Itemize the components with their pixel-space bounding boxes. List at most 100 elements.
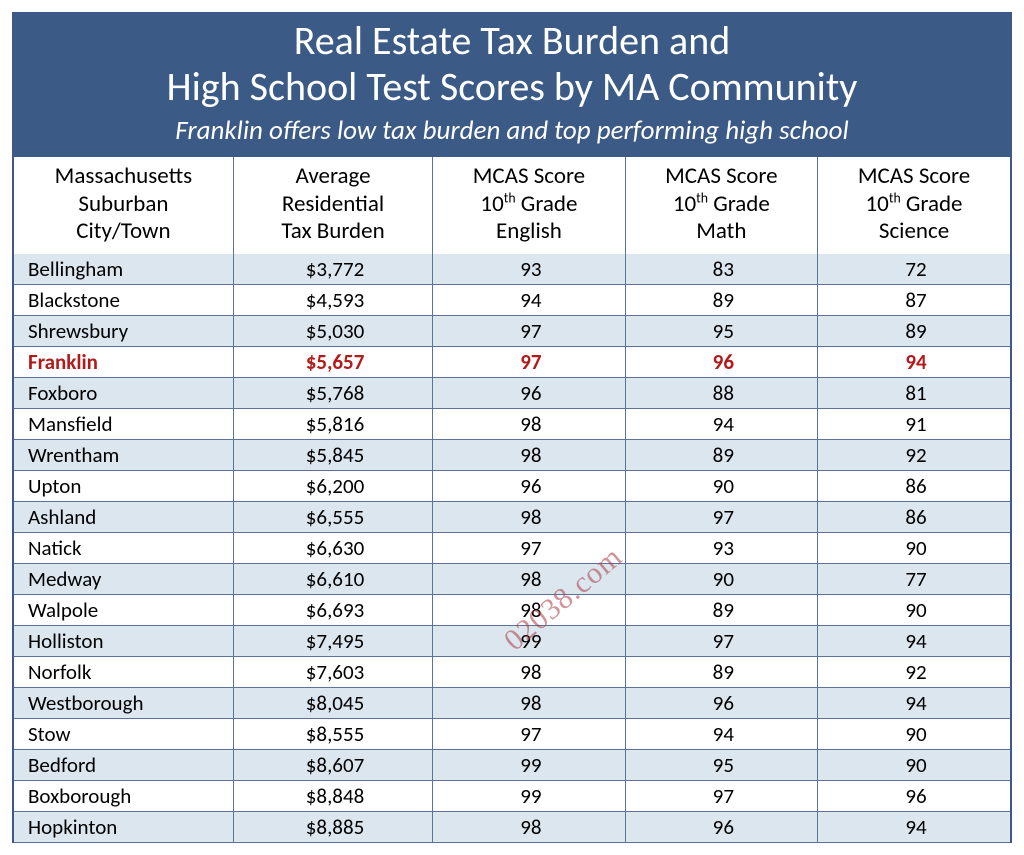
table-row: Natick$6,630979390 [14, 532, 1010, 563]
cell-tax: $8,555 [233, 718, 432, 749]
cell-town: Hopkinton [14, 811, 233, 842]
table-row: Ashland$6,555989786 [14, 501, 1010, 532]
table-row: Upton$6,200969086 [14, 470, 1010, 501]
cell-english: 98 [433, 656, 625, 687]
cell-tax: $5,816 [233, 408, 432, 439]
cell-town: Shrewsbury [14, 315, 233, 346]
cell-tax: $6,630 [233, 532, 432, 563]
cell-tax: $6,610 [233, 563, 432, 594]
cell-science: 92 [818, 439, 1010, 470]
cell-tax: $4,593 [233, 284, 432, 315]
cell-english: 99 [433, 625, 625, 656]
cell-science: 81 [818, 377, 1010, 408]
cell-math: 89 [625, 284, 817, 315]
cell-town: Boxborough [14, 780, 233, 811]
table-head: Massachusetts Suburban City/Town Average… [14, 157, 1010, 254]
cell-math: 89 [625, 656, 817, 687]
cell-math: 96 [625, 687, 817, 718]
cell-town: Walpole [14, 594, 233, 625]
cell-math: 83 [625, 254, 817, 285]
cell-tax: $6,555 [233, 501, 432, 532]
col-header-tax: Average Residential Tax Burden [233, 157, 432, 254]
cell-town: Westborough [14, 687, 233, 718]
table-row: Medway$6,610989077 [14, 563, 1010, 594]
table-row: Boxborough$8,848999796 [14, 780, 1010, 811]
cell-math: 90 [625, 470, 817, 501]
cell-english: 98 [433, 811, 625, 842]
cell-english: 98 [433, 687, 625, 718]
col-header-english: MCAS Score 10th Grade English [433, 157, 625, 254]
cell-tax: $7,495 [233, 625, 432, 656]
table-row: Shrewsbury$5,030979589 [14, 315, 1010, 346]
cell-tax: $3,772 [233, 254, 432, 285]
cell-town: Ashland [14, 501, 233, 532]
cell-tax: $7,603 [233, 656, 432, 687]
cell-town: Norfolk [14, 656, 233, 687]
cell-science: 92 [818, 656, 1010, 687]
cell-english: 97 [433, 346, 625, 377]
table-row: Stow$8,555979490 [14, 718, 1010, 749]
cell-math: 88 [625, 377, 817, 408]
cell-science: 94 [818, 625, 1010, 656]
cell-english: 93 [433, 254, 625, 285]
cell-town: Franklin [14, 346, 233, 377]
cell-science: 96 [818, 780, 1010, 811]
table-row: Walpole$6,693988990 [14, 594, 1010, 625]
cell-english: 99 [433, 780, 625, 811]
table-row: Foxboro$5,768968881 [14, 377, 1010, 408]
cell-tax: $8,045 [233, 687, 432, 718]
cell-tax: $8,848 [233, 780, 432, 811]
cell-english: 97 [433, 315, 625, 346]
cell-math: 94 [625, 718, 817, 749]
table-row: Hopkinton$8,885989694 [14, 811, 1010, 842]
col-header-science: MCAS Score 10th Grade Science [818, 157, 1010, 254]
table-row: Blackstone$4,593948987 [14, 284, 1010, 315]
cell-science: 87 [818, 284, 1010, 315]
table-row: Bedford$8,607999590 [14, 749, 1010, 780]
cell-science: 90 [818, 594, 1010, 625]
cell-science: 91 [818, 408, 1010, 439]
cell-town: Natick [14, 532, 233, 563]
cell-english: 98 [433, 439, 625, 470]
cell-english: 97 [433, 532, 625, 563]
col-header-math: MCAS Score 10th Grade Math [625, 157, 817, 254]
title-line-2: High School Test Scores by MA Community [24, 64, 1000, 110]
cell-science: 90 [818, 749, 1010, 780]
cell-tax: $6,200 [233, 470, 432, 501]
cell-town: Foxboro [14, 377, 233, 408]
cell-math: 96 [625, 346, 817, 377]
table-row: Bellingham$3,772938372 [14, 254, 1010, 285]
cell-science: 89 [818, 315, 1010, 346]
cell-math: 94 [625, 408, 817, 439]
cell-english: 96 [433, 377, 625, 408]
cell-tax: $8,607 [233, 749, 432, 780]
cell-english: 98 [433, 594, 625, 625]
page-wrap: Real Estate Tax Burden and High School T… [12, 12, 1012, 843]
cell-math: 95 [625, 749, 817, 780]
cell-town: Blackstone [14, 284, 233, 315]
cell-english: 98 [433, 563, 625, 594]
cell-science: 86 [818, 501, 1010, 532]
cell-science: 72 [818, 254, 1010, 285]
cell-science: 90 [818, 532, 1010, 563]
cell-town: Holliston [14, 625, 233, 656]
cell-english: 98 [433, 501, 625, 532]
cell-town: Bedford [14, 749, 233, 780]
cell-science: 86 [818, 470, 1010, 501]
data-table: Massachusetts Suburban City/Town Average… [14, 157, 1010, 843]
cell-math: 95 [625, 315, 817, 346]
table-row: Holliston$7,495999794 [14, 625, 1010, 656]
cell-town: Mansfield [14, 408, 233, 439]
cell-science: 77 [818, 563, 1010, 594]
table-frame: Real Estate Tax Burden and High School T… [12, 12, 1012, 843]
cell-english: 97 [433, 718, 625, 749]
table-row: Norfolk$7,603988992 [14, 656, 1010, 687]
cell-tax: $8,885 [233, 811, 432, 842]
col-header-town: Massachusetts Suburban City/Town [14, 157, 233, 254]
cell-tax: $5,657 [233, 346, 432, 377]
table-row: Westborough$8,045989694 [14, 687, 1010, 718]
cell-english: 96 [433, 470, 625, 501]
cell-town: Upton [14, 470, 233, 501]
cell-math: 97 [625, 501, 817, 532]
cell-math: 96 [625, 811, 817, 842]
